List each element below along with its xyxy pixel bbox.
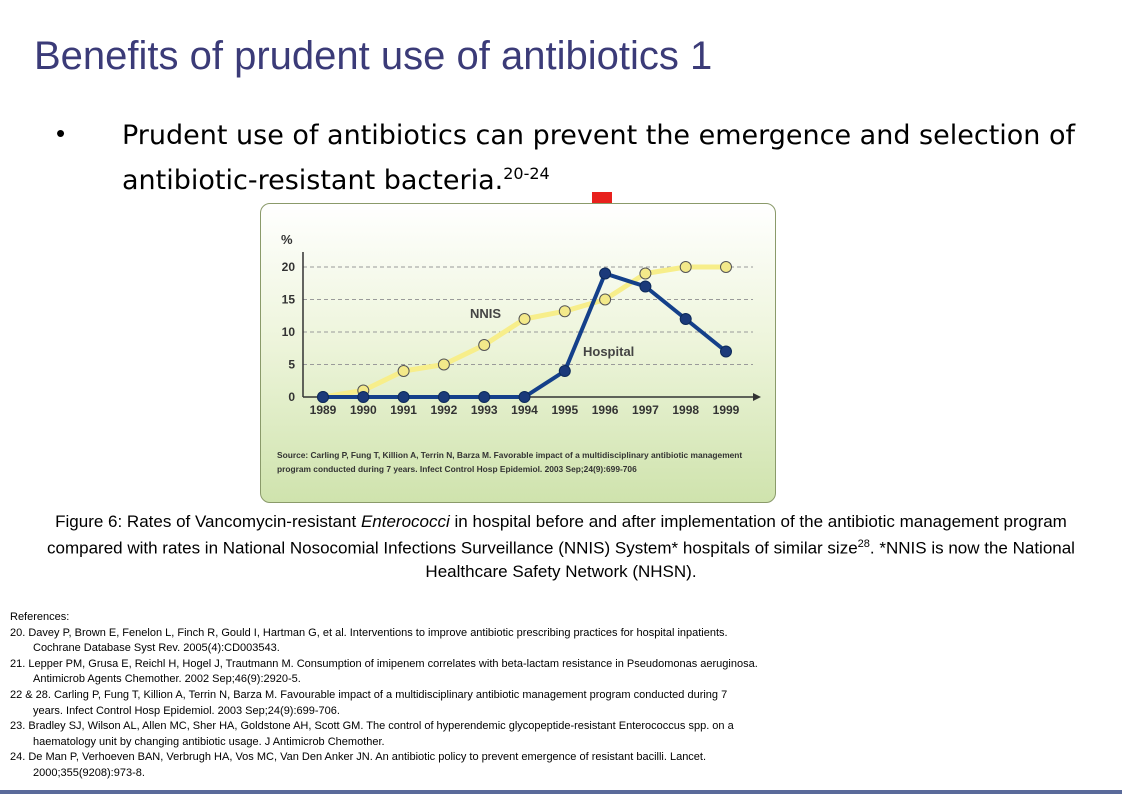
data-point <box>437 391 450 403</box>
x-tick-label: 1996 <box>592 403 619 417</box>
data-point <box>478 339 491 351</box>
data-point <box>558 365 571 377</box>
y-tick-label: 5 <box>288 358 295 372</box>
reference-line: Lepper PM, Grusa E, Reichl H, Hogel J, T… <box>28 657 758 670</box>
x-tick-label: 1989 <box>310 403 337 417</box>
reference-line-continued: 2000;355(9208):973-8. <box>33 766 145 779</box>
line-chart: 0 5 10 15 20% 1989 1990 1991 1992 1993 1994 1995 199… <box>281 232 761 417</box>
reference-number: 23. <box>10 720 26 733</box>
bullet-citation: 20-24 <box>503 164 550 183</box>
chart-figure: 0 5 10 15 20% 1989 1990 1991 1992 1993 1994 1995 199… <box>260 203 776 503</box>
data-point <box>437 358 450 371</box>
data-point <box>518 391 531 403</box>
reference-item: 23. Bradley SJ, Wilson AL, Allen MC, She… <box>10 719 1100 750</box>
x-tick-label: 1997 <box>632 403 659 417</box>
y-tick-label: 20 <box>282 260 296 274</box>
x-tick-label: 1998 <box>672 403 699 417</box>
data-point <box>639 280 652 293</box>
data-point <box>599 267 612 280</box>
data-point <box>518 313 531 325</box>
references-heading: References: <box>10 611 70 623</box>
reference-item: 21. Lepper PM, Grusa E, Reichl H, Hogel … <box>10 657 1100 688</box>
reference-number: 20. <box>10 626 26 639</box>
data-point <box>720 345 732 358</box>
bullet-marker: • <box>56 118 66 148</box>
x-tick-label: 1994 <box>511 403 538 417</box>
reference-line: Bradley SJ, Wilson AL, Allen MC, Sher HA… <box>28 720 734 733</box>
data-point <box>357 391 370 403</box>
reference-line: Davey P, Brown E, Fenelon L, Finch R, Go… <box>28 626 728 639</box>
references: References: 20. Davey P, Brown E, Fenelo… <box>10 610 1100 782</box>
x-tick-label: 1999 <box>713 403 740 417</box>
x-tick-label: 1995 <box>551 403 578 417</box>
reference-line: Carling P, Fung T, Killion A, Terrin N, … <box>54 688 728 701</box>
footer-bar <box>0 790 1122 794</box>
y-tick-label: 15 <box>282 293 296 307</box>
figure-caption: Figure 6: Rates of Vancomycin-resistant … <box>40 510 1082 583</box>
data-point <box>317 391 329 403</box>
reference-item: 24. De Man P, Verhoeven BAN, Verbrugh HA… <box>10 750 1100 781</box>
caption-italic: Enterococci <box>360 512 450 531</box>
reference-number: 21. <box>10 657 26 670</box>
series-label-nnis: NNIS <box>470 306 501 321</box>
caption-text-1: Figure 6: Rates of Vancomycin-resistant <box>55 512 361 531</box>
reference-line: De Man P, Verhoeven BAN, Verbrugh HA, Vo… <box>28 751 707 764</box>
chart-source-note: Source: Carling P, Fung T, Killion A, Te… <box>277 450 743 474</box>
caption-text-2: in hospital before and after implementat… <box>47 512 1067 558</box>
caption-citation: 28 <box>857 538 870 550</box>
data-point <box>720 261 732 273</box>
data-point <box>639 267 652 280</box>
data-point <box>478 391 491 403</box>
reference-number: 24. <box>10 751 26 764</box>
reference-item: 22 & 28. Carling P, Fung T, Killion A, T… <box>10 688 1100 719</box>
y-tick-label: 10 <box>282 325 296 339</box>
slide-title: Benefits of prudent use of antibiotics 1 <box>34 34 713 78</box>
y-axis-label: % <box>281 232 293 247</box>
y-tick-label: 0 <box>288 390 295 404</box>
bullet-text: Prudent use of antibiotics can prevent t… <box>122 120 1076 196</box>
caption-text-3: . *NNIS is now the National Healthcare S… <box>425 538 1075 581</box>
reference-line-continued: years. Infect Control Hosp Epidemiol. 20… <box>33 704 340 717</box>
data-point <box>599 293 612 306</box>
x-tick-label: 1990 <box>350 403 377 417</box>
data-point <box>679 261 692 273</box>
x-tick-label: 1993 <box>471 403 498 417</box>
data-point <box>679 313 692 325</box>
x-axis-arrow <box>753 393 761 401</box>
data-point <box>558 305 571 318</box>
bullet-text-block: Prudent use of antibiotics can prevent t… <box>122 117 1082 200</box>
data-point <box>397 391 410 403</box>
x-tick-label: 1992 <box>431 403 458 417</box>
data-point <box>397 365 410 377</box>
reference-line-continued: Cochrane Database Syst Rev. 2005(4):CD00… <box>33 642 280 655</box>
reference-line-continued: haematology unit by changing antibiotic … <box>33 735 385 748</box>
x-tick-label: 1991 <box>390 403 417 417</box>
reference-line-continued: Antimicrob Agents Chemother. 2002 Sep;46… <box>33 673 301 686</box>
reference-number: 22 & 28. <box>10 688 51 701</box>
reference-item: 20. Davey P, Brown E, Fenelon L, Finch R… <box>10 626 1100 657</box>
series-label-hospital: Hospital <box>583 344 634 359</box>
